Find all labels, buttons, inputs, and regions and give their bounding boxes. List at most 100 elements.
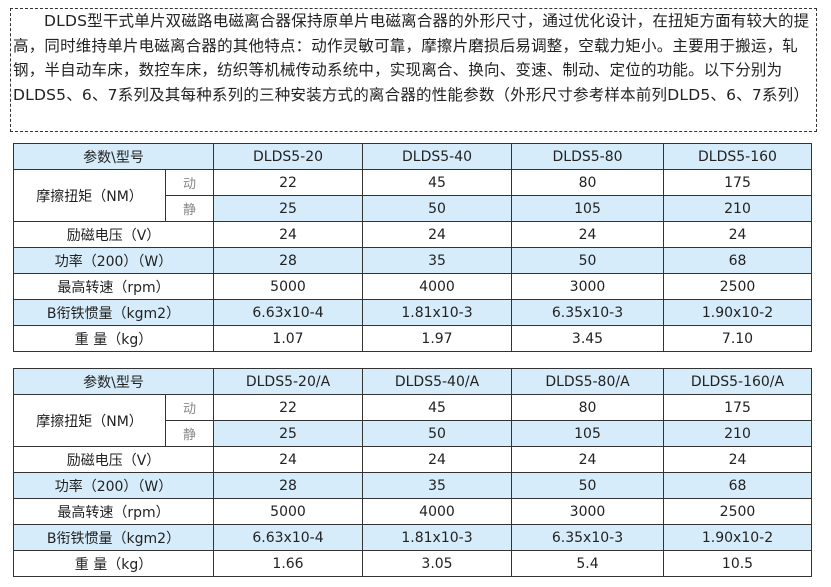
label-torque: 摩擦扭矩（NM）: [13, 169, 166, 222]
row-weight: 重 量（kg） 1.07 1.97 3.45 7.10: [13, 325, 812, 352]
row-torque-dynamic: 摩擦扭矩（NM）动 22 45 80 175: [13, 394, 812, 447]
cell-static: 25: [213, 420, 363, 447]
label-inertia: B衔铁惯量（kgm2）: [13, 524, 214, 551]
row-power: 功率（200）（W） 28 35 50 68: [13, 472, 812, 499]
model-header: DLDS5-80/A: [511, 368, 664, 395]
cell-static: 105: [511, 195, 664, 222]
cell-voltage: 24: [213, 446, 363, 473]
row-speed: 最高转速（rpm） 5000 4000 3000 2500: [13, 273, 812, 300]
label-speed: 最高转速（rpm）: [13, 498, 214, 525]
cell-power: 28: [213, 472, 363, 499]
cell-voltage: 24: [213, 221, 363, 248]
label-power: 功率（200）（W）: [13, 472, 214, 499]
header-row: 参数\型号 DLDS5-20/A DLDS5-40/A DLDS5-80/A DLDS5…: [13, 368, 812, 395]
cell-static: 50: [362, 420, 512, 447]
cell-speed: 3000: [511, 498, 664, 525]
spec-table-2: 参数\型号 DLDS5-20/A DLDS5-40/A DLDS5-80/A DLDS5…: [13, 368, 812, 577]
label-inertia: B衔铁惯量（kgm2）: [13, 299, 214, 326]
cell-weight: 3.05: [362, 550, 512, 577]
header-row: 参数\型号 DLDS5-20 DLDS5-40 DLDS5-80 DLDS5-160: [13, 143, 812, 170]
cell-dynamic: 22: [213, 394, 363, 421]
cell-dynamic: 45: [362, 169, 512, 196]
model-header: DLDS5-160/A: [663, 368, 812, 395]
cell-dynamic: 80: [511, 394, 664, 421]
row-inertia: B衔铁惯量（kgm2） 6.63x10-4 1.81x10-3 6.35x10-3 1.…: [13, 524, 812, 551]
row-torque-static: 静 25 50 105 210: [14, 420, 812, 447]
cell-voltage: 24: [362, 446, 512, 473]
model-header: DLDS5-20/A: [213, 368, 363, 395]
model-header: DLDS5-40/A: [362, 368, 512, 395]
row-power: 功率（200）（W） 28 35 50 68: [13, 247, 812, 274]
cell-voltage: 24: [511, 221, 664, 248]
cell-voltage: 24: [663, 446, 812, 473]
spec-table-1: 参数\型号 DLDS5-20 DLDS5-40 DLDS5-80 DLDS5-160 摩擦…: [13, 143, 812, 352]
cell-speed: 5000: [213, 498, 363, 525]
cell-inertia: 1.90x10-2: [663, 299, 812, 326]
model-header: DLDS5-160: [663, 143, 812, 170]
cell-power: 35: [362, 247, 512, 274]
cell-speed: 2500: [663, 273, 812, 300]
cell-dynamic: 175: [663, 394, 812, 421]
model-header: DLDS5-40: [362, 143, 512, 170]
cell-dynamic: 175: [663, 169, 812, 196]
row-torque-static: 静 25 50 105 210: [14, 195, 812, 222]
model-header: DLDS5-20: [213, 143, 363, 170]
intro-text-box: DLDS型干式单片双磁路电磁离合器保持原单片电磁离合器的外形尺寸，通过优化设计，…: [10, 8, 817, 132]
row-torque-dynamic: 摩擦扭矩（NM）动 22 45 80 175: [13, 169, 812, 222]
cell-voltage: 24: [362, 221, 512, 248]
label-static: 静: [165, 195, 214, 222]
cell-speed: 2500: [663, 498, 812, 525]
header-label: 参数\型号: [13, 368, 214, 395]
cell-static: 50: [362, 195, 512, 222]
label-power: 功率（200）（W）: [13, 247, 214, 274]
cell-power: 35: [362, 472, 512, 499]
cell-inertia: 6.35x10-3: [511, 299, 664, 326]
cell-weight: 1.97: [362, 325, 512, 352]
cell-weight: 1.66: [213, 550, 363, 577]
cell-inertia: 1.81x10-3: [362, 299, 512, 326]
cell-dynamic: 22: [213, 169, 363, 196]
cell-static: 105: [511, 420, 664, 447]
row-weight: 重 量（kg） 1.66 3.05 5.4 10.5: [13, 550, 812, 577]
cell-speed: 3000: [511, 273, 664, 300]
label-weight: 重 量（kg）: [13, 325, 214, 352]
row-voltage: 励磁电压（V） 24 24 24 24: [13, 446, 812, 473]
row-speed: 最高转速（rpm） 5000 4000 3000 2500: [13, 498, 812, 525]
cell-power: 68: [663, 247, 812, 274]
cell-power: 50: [511, 247, 664, 274]
cell-weight: 5.4: [511, 550, 664, 577]
cell-speed: 4000: [362, 498, 512, 525]
label-voltage: 励磁电压（V）: [13, 446, 214, 473]
cell-dynamic: 45: [362, 394, 512, 421]
cell-power: 50: [511, 472, 664, 499]
row-voltage: 励磁电压（V） 24 24 24 24: [13, 221, 812, 248]
label-static: 静: [165, 420, 214, 447]
cell-static: 210: [663, 195, 812, 222]
cell-voltage: 24: [511, 446, 664, 473]
cell-static: 25: [213, 195, 363, 222]
label-weight: 重 量（kg）: [13, 550, 214, 577]
cell-power: 28: [213, 247, 363, 274]
row-inertia: B衔铁惯量（kgm2） 6.63x10-4 1.81x10-3 6.35x10-3 1.…: [13, 299, 812, 326]
cell-static: 210: [663, 420, 812, 447]
cell-inertia: 6.35x10-3: [511, 524, 664, 551]
cell-voltage: 24: [663, 221, 812, 248]
cell-weight: 1.07: [213, 325, 363, 352]
header-label: 参数\型号: [13, 143, 214, 170]
cell-inertia: 6.63x10-4: [213, 299, 363, 326]
label-voltage: 励磁电压（V）: [13, 221, 214, 248]
intro-paragraph: DLDS型干式单片双磁路电磁离合器保持原单片电磁离合器的外形尺寸，通过优化设计，…: [13, 12, 810, 104]
cell-inertia: 1.90x10-2: [663, 524, 812, 551]
label-speed: 最高转速（rpm）: [13, 273, 214, 300]
cell-weight: 3.45: [511, 325, 664, 352]
cell-speed: 5000: [213, 273, 363, 300]
label-torque: 摩擦扭矩（NM）: [13, 394, 166, 447]
cell-weight: 7.10: [663, 325, 812, 352]
cell-inertia: 1.81x10-3: [362, 524, 512, 551]
label-dynamic: 动: [165, 169, 214, 196]
model-header: DLDS5-80: [511, 143, 664, 170]
cell-weight: 10.5: [663, 550, 812, 577]
label-dynamic: 动: [165, 394, 214, 421]
cell-inertia: 6.63x10-4: [213, 524, 363, 551]
cell-dynamic: 80: [511, 169, 664, 196]
